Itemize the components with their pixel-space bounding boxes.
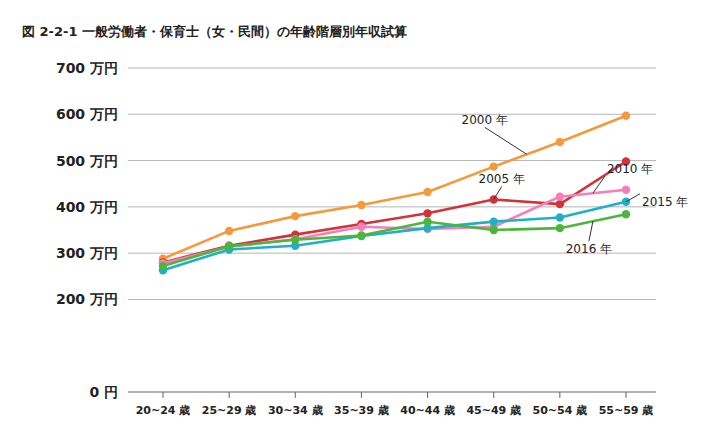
point: [556, 200, 564, 208]
series-label: 2000 年: [462, 113, 508, 127]
x-tick-label: 20~24 歳: [136, 404, 191, 417]
point: [159, 262, 167, 270]
point: [490, 162, 498, 170]
x-tick: [229, 392, 230, 398]
series-line: [163, 116, 626, 259]
series-line: [163, 214, 626, 266]
grid-line: [128, 206, 656, 207]
point: [357, 231, 365, 239]
grid-line: [128, 68, 656, 69]
leader-line: [485, 127, 527, 154]
grid-line: [128, 392, 656, 393]
x-tick: [361, 392, 362, 398]
point: [423, 225, 431, 233]
x-tick: [626, 392, 627, 398]
y-tick-label: 400 万円: [56, 199, 118, 215]
leader-line: [589, 221, 593, 241]
grid-line: [128, 160, 656, 161]
leader-line: [593, 176, 605, 193]
x-tick: [493, 392, 494, 398]
series-label: 2010 年: [607, 162, 653, 176]
series-label: 2016 年: [566, 242, 612, 256]
grid-line: [128, 299, 656, 300]
y-tick-label: 600 万円: [56, 106, 118, 122]
point: [622, 210, 630, 218]
x-tick-label: 30~34 歳: [268, 404, 323, 417]
series-label: 2005 年: [479, 172, 525, 186]
x-tick-label: 50~54 歳: [533, 404, 588, 417]
chart: 図 2-2-1 一般労働者・保育士（女・民間）の年齢階層別年収試算 0 円 200 …: [0, 0, 728, 435]
grid-line: [128, 114, 656, 115]
x-tick: [163, 392, 164, 398]
y-tick-label: 500 万円: [56, 153, 118, 169]
series-label: 2015 年: [642, 195, 688, 209]
point: [423, 217, 431, 225]
y-tick-label: 200 万円: [56, 291, 118, 307]
point: [556, 138, 564, 146]
y-tick-label: 0 円: [89, 384, 118, 400]
y-tick-label: 300 万円: [56, 245, 118, 261]
point: [225, 242, 233, 250]
x-tick-label: 35~39 歳: [334, 404, 389, 417]
leader-line: [626, 194, 640, 202]
point: [490, 226, 498, 234]
series-line: [163, 202, 626, 271]
annotations: 2000 年 2005 年 2010 年 2015 年 2016 年: [462, 113, 689, 256]
point: [423, 188, 431, 196]
x-tick-label: 45~49 歳: [466, 404, 521, 417]
point: [556, 192, 564, 200]
y-tick-label: 700 万円: [56, 60, 118, 76]
point: [357, 232, 365, 240]
point: [622, 186, 630, 194]
point: [423, 209, 431, 217]
x-tick-label: 55~59 歳: [599, 404, 654, 417]
title: 図 2-2-1 一般労働者・保育士（女・民間）の年齢階層別年収試算: [22, 24, 407, 39]
point: [225, 242, 233, 250]
x-tick-label: 25~29 歳: [202, 404, 257, 417]
leader-line: [494, 186, 502, 199]
point: [291, 235, 299, 243]
point: [622, 111, 630, 119]
x-tick: [295, 392, 296, 398]
point: [556, 224, 564, 232]
point: [357, 201, 365, 209]
x-tick: [427, 392, 428, 398]
point: [490, 217, 498, 225]
point: [357, 223, 365, 231]
point: [225, 227, 233, 235]
series-line: [163, 190, 626, 264]
point: [291, 212, 299, 220]
grid: [128, 68, 656, 392]
plot-area: [159, 111, 630, 274]
series-line: [163, 161, 626, 262]
x-tick: [559, 392, 560, 398]
point: [556, 213, 564, 221]
point: [291, 236, 299, 244]
x-tick-label: 40~44 歳: [400, 404, 455, 417]
